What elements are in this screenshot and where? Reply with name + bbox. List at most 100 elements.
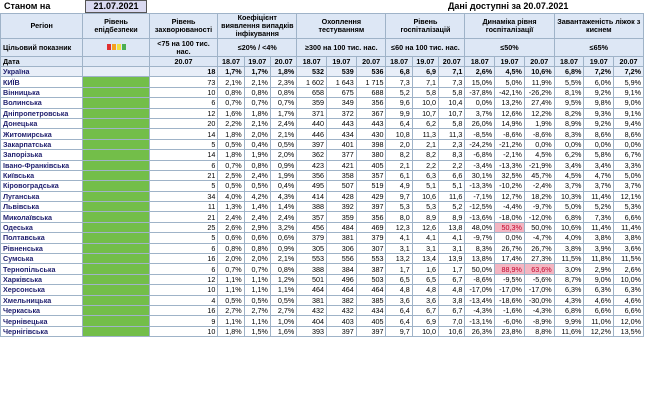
col-incidence: Рівень захворюваності	[148, 13, 219, 39]
beds-cell: 11,8%	[583, 253, 615, 265]
hosp-cell: 6,4	[385, 315, 413, 327]
table-row: Дніпропетровська 12 1,6% 1,8% 1,7% 371 372 367 9…	[0, 107, 644, 119]
table-row: Миколаївська 21 2,4% 2,4% 2,4% 357 359 356 8,0 8,…	[0, 211, 644, 223]
beds-cell: 9,9%	[553, 315, 585, 327]
target-label: Цільовий показник	[0, 38, 84, 57]
detection-cell: 1,2%	[269, 273, 298, 286]
beds-cell: 5,0%	[613, 169, 644, 182]
incidence-cell: 12	[148, 107, 219, 119]
beds-cell: 8,6%	[613, 128, 644, 140]
dynamics-cell: 26,7%	[494, 242, 525, 255]
dynamics-cell: -24,2%	[464, 138, 496, 151]
detection-cell: 2,0%	[269, 149, 298, 161]
region-name: Миколаївська	[0, 211, 84, 223]
incidence-cell: 14	[148, 149, 219, 161]
region-name: Сумська	[0, 253, 84, 265]
beds-cell: 12,1%	[613, 190, 644, 203]
dynamics-cell: -8,5%	[464, 128, 496, 140]
safety-level-cell	[82, 273, 150, 286]
detection-cell: 2,7%	[243, 304, 271, 317]
incidence-cell: 25	[148, 221, 219, 234]
dynamics-cell: -26,2%	[523, 86, 555, 99]
detection-cell: 2,7%	[269, 304, 298, 317]
hosp-cell: 13,8	[438, 221, 466, 234]
beds-cell: 3,3%	[613, 159, 644, 171]
dynamics-cell: -18,0%	[494, 211, 525, 223]
detection-cell: 1,1%	[243, 273, 271, 286]
detection-cell: 1,7%	[217, 65, 245, 78]
hosp-cell: 12,3	[385, 221, 413, 234]
testing-cell: 379	[296, 232, 327, 244]
dynamics-cell: 4,5%	[523, 149, 555, 161]
beds-cell: 4,3%	[553, 294, 585, 307]
detection-cell: 2,4%	[243, 169, 271, 182]
detection-cell: 2,1%	[243, 117, 271, 130]
hosp-cell: 8,9	[438, 211, 466, 223]
testing-cell: 440	[296, 117, 327, 130]
safety-level-cell	[82, 86, 150, 99]
incidence-cell: 73	[148, 76, 219, 88]
date-safety	[82, 56, 150, 67]
date-incidence: 20.07	[148, 56, 219, 67]
testing-cell: 384	[325, 263, 357, 275]
dynamics-cell: -9,5%	[494, 273, 525, 286]
dynamics-cell: 26,7%	[523, 242, 555, 255]
beds-cell: 11,6%	[553, 325, 585, 338]
table-row: Тернопільська 6 0,7% 0,7% 0,8% 388 384 387 1,7 1,…	[0, 263, 644, 275]
detection-cell: 1,1%	[243, 284, 271, 296]
beds-cell: 0,0%	[583, 138, 615, 151]
region-name: Закарпатська	[0, 138, 84, 151]
testing-cell: 556	[325, 253, 357, 265]
table-row: Чернівецька 9 1,1% 1,1% 1,0% 404 403 405 6,4 6,9 7…	[0, 315, 644, 327]
detection-cell: 0,8%	[269, 263, 298, 275]
as-of-label: Станом на	[4, 1, 51, 11]
detection-cell: 0,8%	[269, 86, 298, 99]
traffic-light-1	[111, 43, 116, 50]
dynamics-cell: 63,6%	[523, 263, 555, 275]
beds-cell: 3,0%	[553, 263, 585, 275]
safety-level-cell	[82, 242, 150, 255]
testing-cell: 429	[355, 190, 387, 203]
beds-cell: 8,1%	[553, 86, 585, 99]
testing-cell: 387	[355, 263, 387, 275]
detection-cell: 0,8%	[243, 159, 271, 171]
testing-cell: 381	[325, 232, 357, 244]
testing-cell: 393	[296, 325, 327, 338]
detection-cell: 1,7%	[243, 65, 271, 78]
dynamics-cell: 13,8%	[464, 253, 496, 265]
beds-cell: 3,7%	[613, 180, 644, 192]
detection-cell: 1,1%	[217, 284, 245, 296]
dynamics-cell: 88,9%	[494, 263, 525, 275]
dynamics-cell: -42,1%	[494, 86, 525, 99]
detection-cell: 2,3%	[269, 76, 298, 88]
date-cell: 19.07	[494, 56, 525, 67]
testing-cell: 385	[355, 294, 387, 307]
incidence-cell: 10	[148, 86, 219, 99]
hosp-cell: 2,2	[438, 159, 466, 171]
testing-cell: 539	[325, 65, 357, 78]
testing-cell: 404	[296, 315, 327, 327]
incidence-cell: 9	[148, 315, 219, 327]
table-row: Волинська 6 0,7% 0,7% 0,7% 359 349 356 9,6 10,0 10…	[0, 97, 644, 109]
testing-cell: 405	[355, 315, 387, 327]
hosp-cell: 10,8	[385, 128, 413, 140]
testing-cell: 469	[355, 221, 387, 234]
dynamics-cell: 50,0%	[523, 221, 555, 234]
data-available-note: Дані доступні за 20.07.2021	[448, 1, 569, 11]
hosp-cell: 7,1	[438, 65, 466, 78]
safety-level-cell	[82, 253, 150, 265]
incidence-cell: 20	[148, 117, 219, 130]
region-name: Чернігівська	[0, 325, 84, 338]
hosp-cell: 4,1	[385, 232, 413, 244]
incidence-cell: 6	[148, 97, 219, 109]
safety-level-cell	[82, 128, 150, 140]
testing-cell: 388	[296, 201, 327, 213]
beds-cell: 10,6%	[553, 221, 585, 234]
safety-level-cell	[82, 107, 150, 119]
dynamics-cell: -12,0%	[523, 211, 555, 223]
incidence-cell: 5	[148, 138, 219, 151]
testing-cell: 356	[296, 169, 327, 182]
hosp-cell: 6,7	[438, 304, 466, 317]
detection-cell: 0,6%	[269, 232, 298, 244]
beds-cell: 3,8%	[583, 232, 615, 244]
